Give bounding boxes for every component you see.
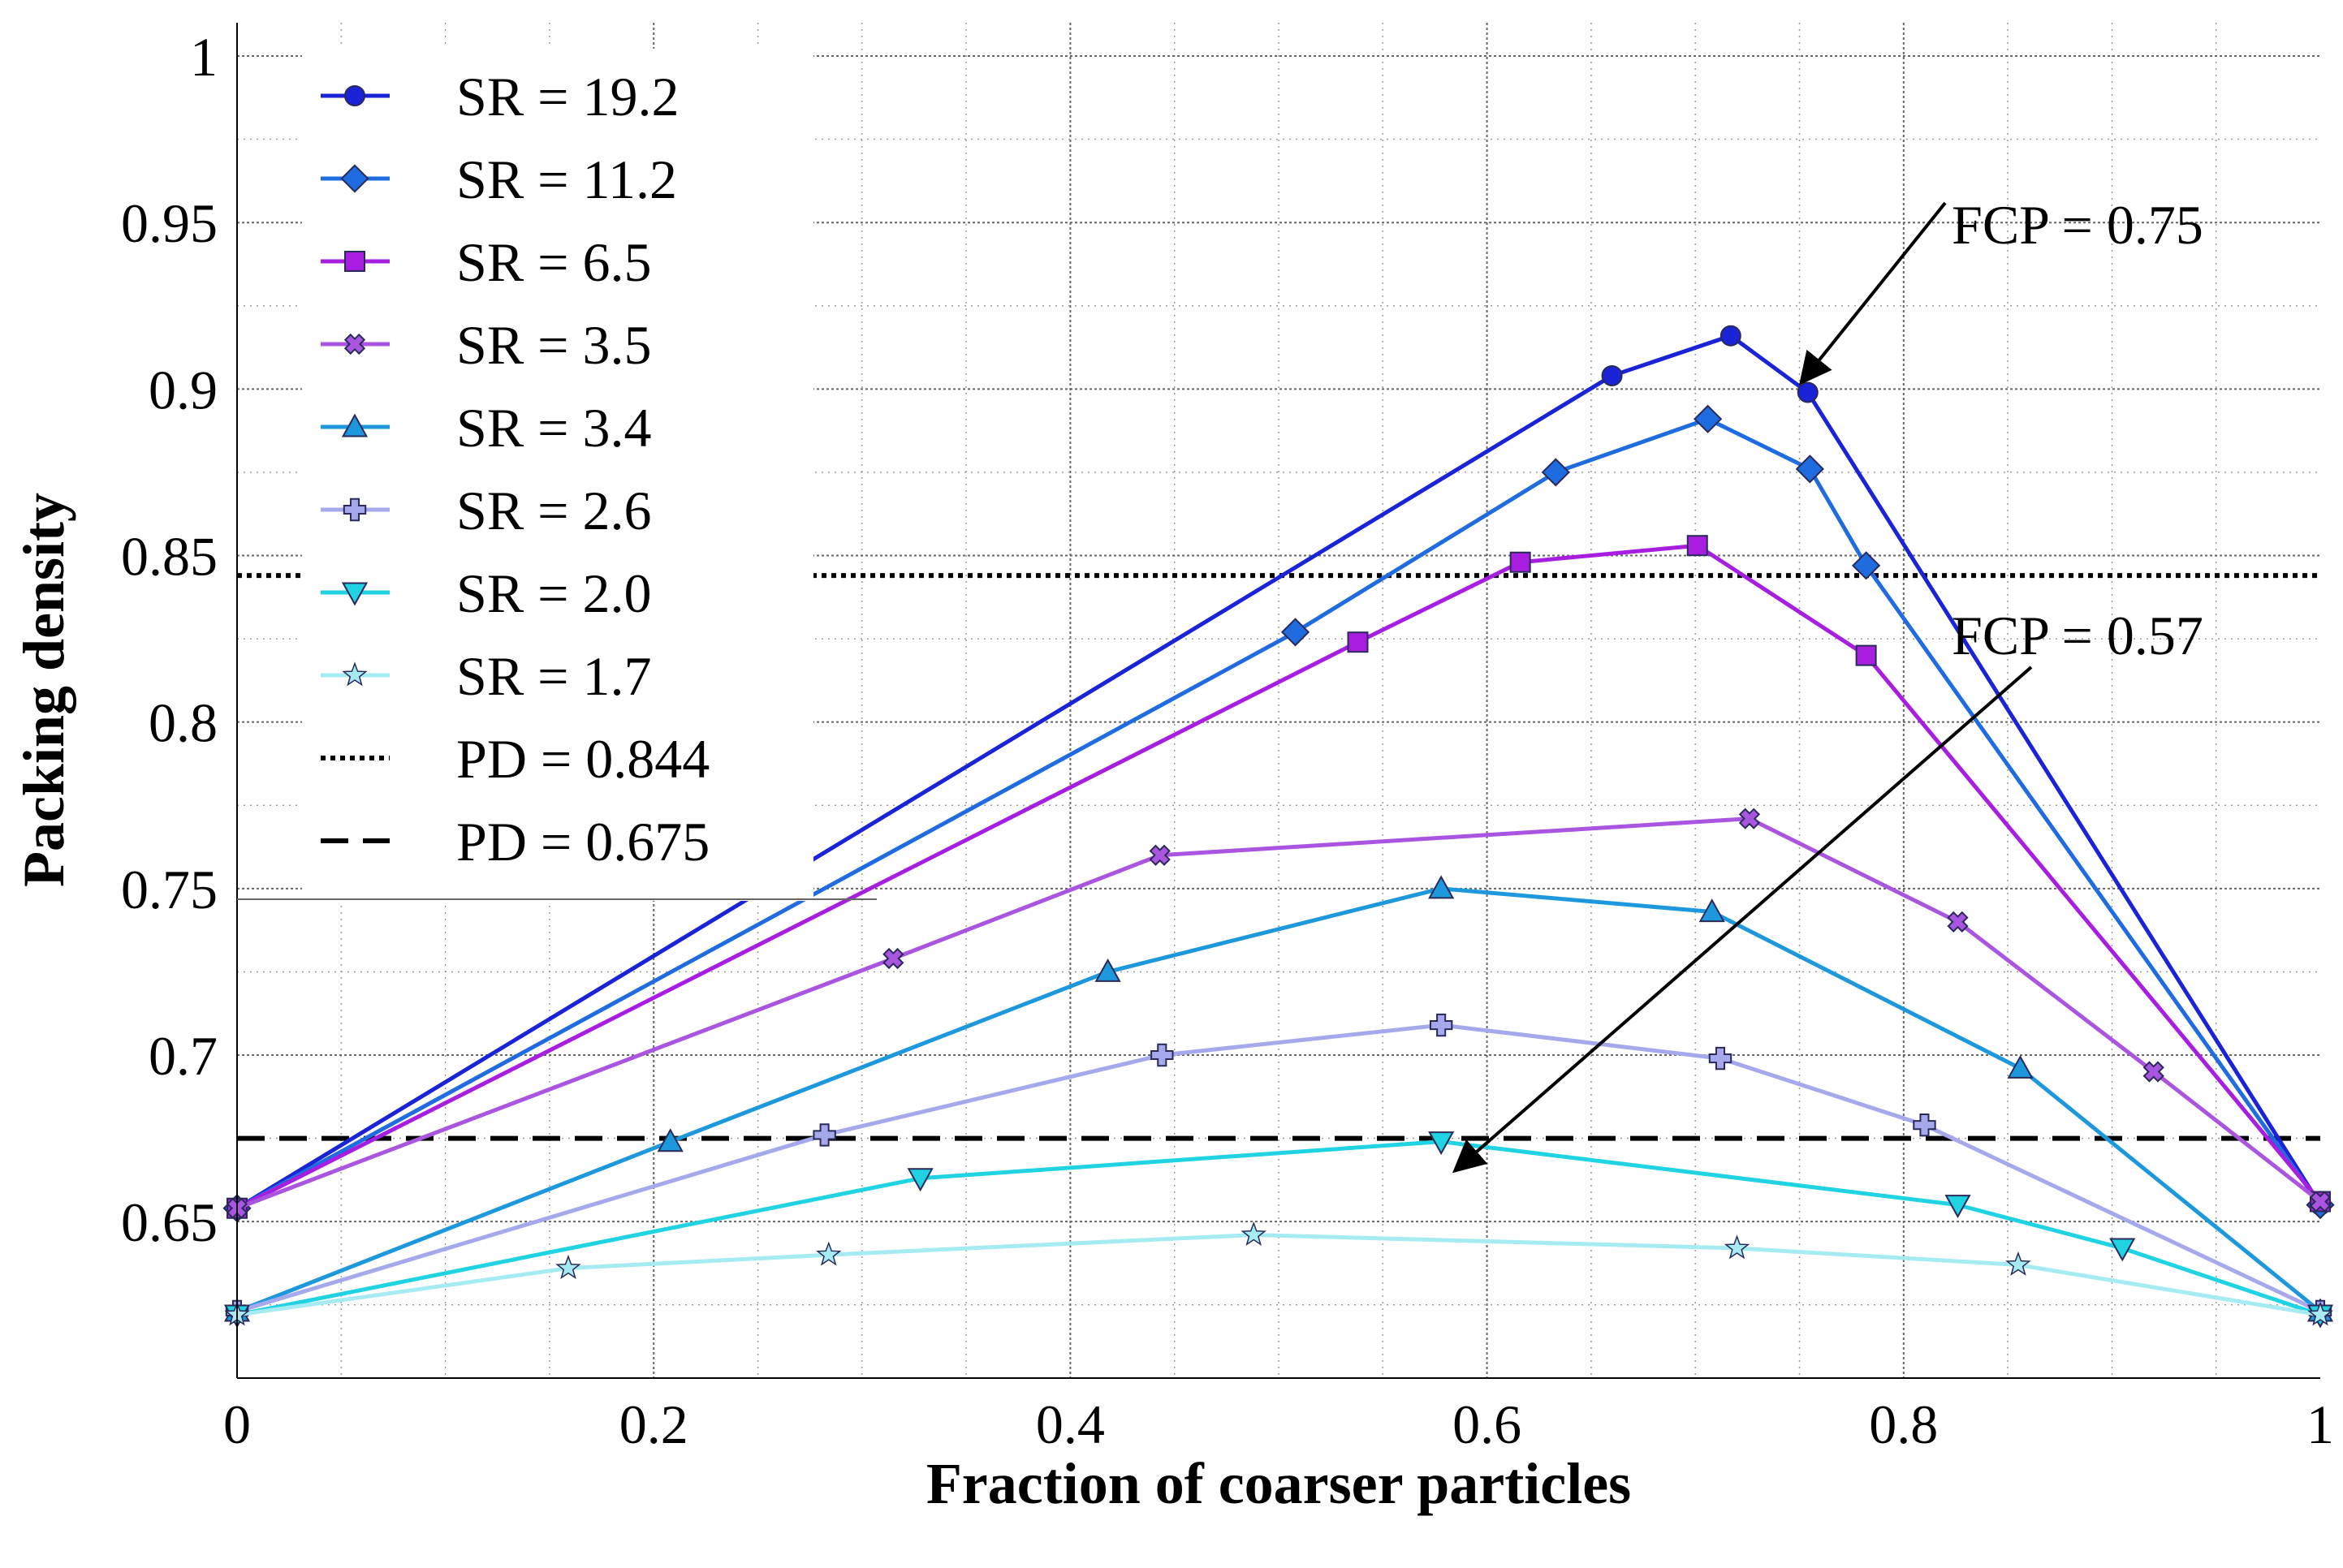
annotation-arrow	[1798, 201, 1947, 386]
data-point	[1601, 364, 1623, 386]
legend-label: SR = 3.4	[456, 397, 652, 459]
data-point	[1944, 1195, 1971, 1219]
legend-item: PD = 0.844	[321, 728, 710, 790]
x-axis-label: Fraction of coarser particles	[926, 1451, 1631, 1516]
legend-item: SR = 2.0	[321, 562, 652, 624]
legend-label: PD = 0.675	[456, 811, 710, 872]
legend-label: SR = 1.7	[456, 645, 652, 707]
data-point	[1738, 808, 1761, 829]
data-point	[1855, 644, 1877, 666]
legend-item: SR = 19.2	[321, 66, 680, 127]
legend-item: PD = 0.675	[321, 811, 710, 872]
y-tick-label: 0.9	[149, 359, 218, 420]
y-tick-label: 1	[190, 26, 218, 88]
legend-label: SR = 6.5	[456, 231, 652, 293]
y-tick-label: 0.7	[149, 1025, 218, 1087]
data-point	[1094, 958, 1121, 982]
data-point	[1541, 458, 1570, 487]
data-point	[1428, 1131, 1455, 1156]
series-layer	[222, 325, 2335, 1329]
tick-labels: 0 0.2 0.4 0.6 0.8 1 0.65 0.7 0.75 0.8 0.85 0.9 0.95 1	[121, 26, 2334, 1455]
legend-label: PD = 0.844	[456, 728, 710, 790]
data-point	[1913, 1113, 1936, 1137]
data-point	[1698, 898, 1725, 923]
annotations: FCP = 0.75 FCP = 0.57	[1452, 194, 2203, 1174]
data-point	[1509, 551, 1531, 573]
legend-label: SR = 2.6	[456, 480, 652, 541]
axes-layer	[236, 23, 2320, 1379]
legend-label: SR = 3.5	[456, 314, 652, 376]
data-point	[1947, 911, 1969, 933]
data-point	[813, 1123, 836, 1147]
y-axis-label: Packing density	[11, 493, 76, 887]
legend-marker	[343, 498, 367, 522]
legend-item: SR = 6.5	[321, 231, 652, 293]
data-point	[657, 1128, 684, 1152]
data-point	[2142, 1061, 2164, 1083]
data-point	[2307, 1301, 2333, 1326]
legend-marker	[344, 85, 365, 106]
annotation-arrow	[1452, 666, 2033, 1174]
data-point	[1797, 381, 1819, 403]
legend-item: SR = 1.7	[321, 645, 652, 707]
y-tick-label: 0.95	[121, 192, 218, 254]
data-point	[1428, 875, 1455, 899]
x-tick-label: 0.2	[619, 1394, 688, 1455]
annotation-label: FCP = 0.57	[1952, 605, 2203, 666]
y-tick-label: 0.85	[121, 526, 218, 588]
data-point	[1241, 1221, 1266, 1246]
y-tick-label: 0.75	[121, 859, 218, 920]
y-tick-label: 0.8	[149, 692, 218, 754]
x-tick-label: 1	[2306, 1394, 2334, 1455]
data-point	[1347, 631, 1369, 653]
data-point	[1724, 1234, 1750, 1260]
data-point	[2007, 1054, 2034, 1079]
legend: SR = 19.2 SR = 11.2 SR = 6.5 SR = 3.5 SR = 3…	[237, 49, 877, 901]
legend-marker	[341, 413, 369, 437]
legend-marker	[344, 251, 365, 272]
legend-box	[302, 49, 813, 901]
data-point	[1851, 551, 1881, 580]
series-line	[236, 1023, 2322, 1314]
data-point	[1686, 535, 1708, 557]
data-point	[1719, 325, 1741, 347]
legend-item: SR = 2.6	[321, 480, 652, 541]
legend-item: SR = 3.5	[321, 314, 652, 376]
legend-label: SR = 2.0	[456, 562, 652, 624]
x-tick-label: 0.4	[1036, 1394, 1105, 1455]
reference-lines	[237, 573, 2320, 1141]
data-point	[1795, 454, 1824, 484]
data-point	[1693, 404, 1723, 433]
data-point	[1150, 1043, 1174, 1067]
data-point	[882, 947, 904, 970]
data-point	[1708, 1046, 1732, 1070]
legend-marker	[342, 661, 368, 687]
data-point	[555, 1255, 581, 1279]
legend-item: SR = 3.4	[321, 397, 652, 459]
series-line	[236, 1139, 2321, 1317]
legend-marker	[343, 333, 366, 355]
data-point	[1280, 618, 1310, 647]
legend-label: SR = 11.2	[456, 149, 677, 210]
data-point	[2109, 1238, 2136, 1262]
data-point	[2309, 1191, 2332, 1213]
legend-item: SR = 11.2	[321, 149, 677, 210]
data-point	[1149, 844, 1171, 866]
x-tick-label: 0.8	[1869, 1394, 1938, 1455]
x-tick-label: 0.6	[1452, 1394, 1521, 1455]
data-point	[1429, 1013, 1453, 1037]
annotation-label: FCP = 0.75	[1952, 194, 2203, 256]
data-point	[2005, 1251, 2031, 1276]
y-tick-label: 0.65	[121, 1191, 218, 1253]
x-tick-label: 0	[223, 1394, 251, 1455]
legend-marker	[340, 164, 369, 193]
series-3-5	[226, 808, 2332, 1219]
legend-label: SR = 19.2	[456, 66, 680, 127]
series-2-0	[223, 1131, 2334, 1329]
data-point	[815, 1241, 842, 1266]
data-point	[907, 1168, 934, 1192]
legend-marker	[341, 582, 369, 606]
